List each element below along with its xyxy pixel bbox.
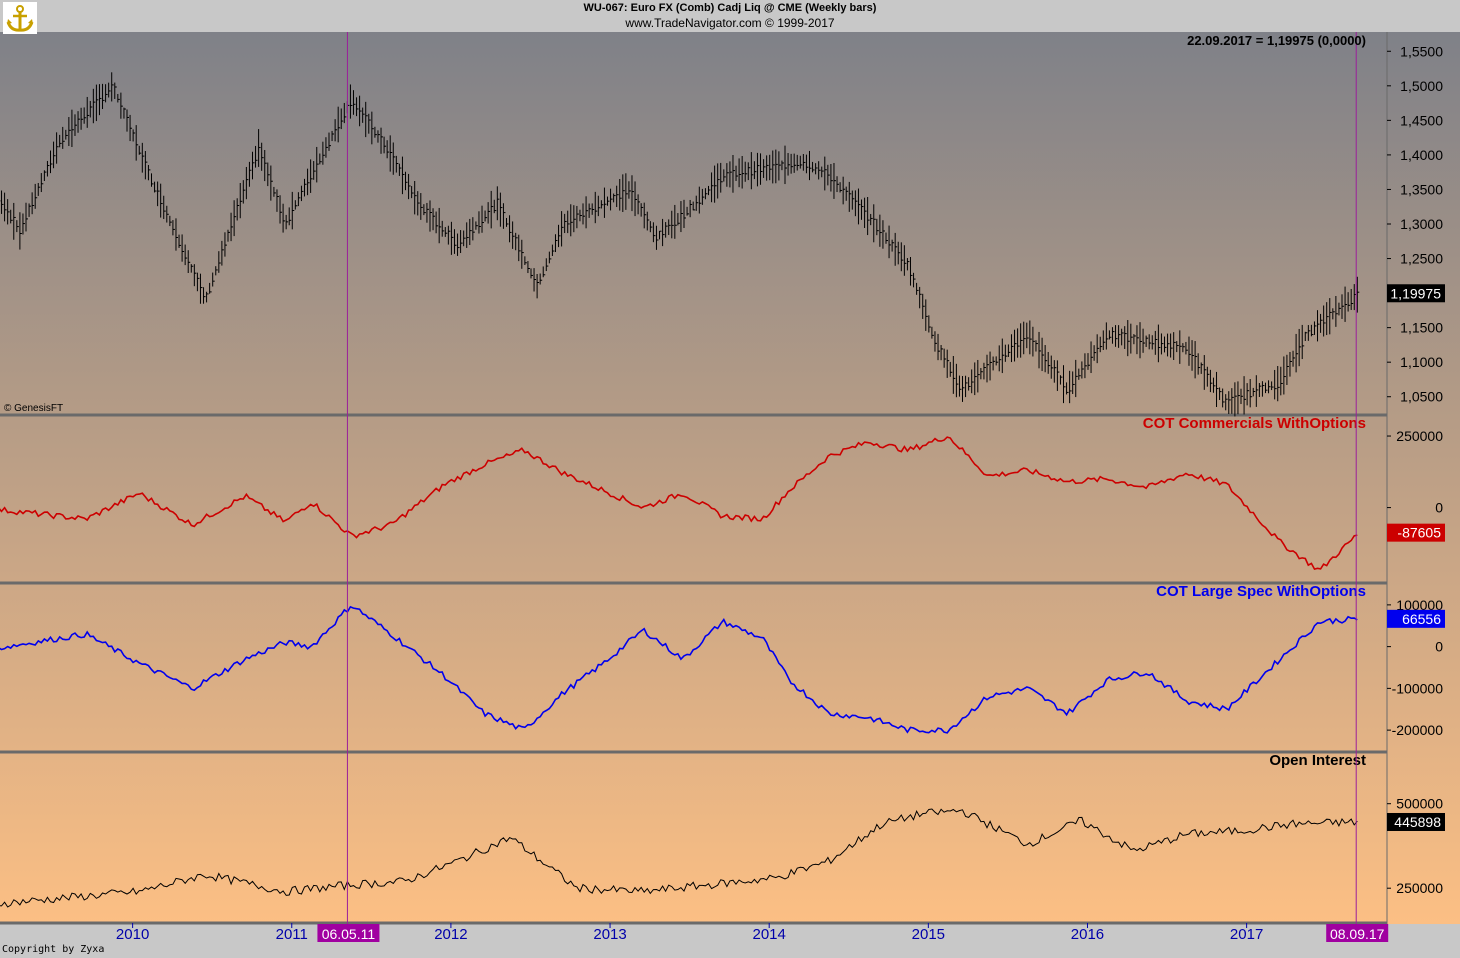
x-axis: 2010 2011 2012 2013 2014 2015 2016 2017 <box>116 923 1263 943</box>
price-last-value-tag <box>1387 284 1445 303</box>
price-panel: 1,5500 1,5000 1,4500 1,4000 1,3500 1,3000 1,25… <box>0 43 1445 417</box>
genesis-credit: © GenesisFT <box>4 403 63 414</box>
price-ytick-label: 1,5000 <box>1400 78 1443 94</box>
price-ytick-label: 1,0500 <box>1400 389 1443 405</box>
year-label: 2011 <box>276 926 308 943</box>
price-ytick-label: 1,1000 <box>1400 354 1443 370</box>
commercials-last-value: -87605 <box>1397 525 1441 541</box>
anchor-logo-icon <box>3 2 37 34</box>
commercials-ytick-label: 250000 <box>1396 428 1443 444</box>
year-label: 2015 <box>912 926 945 943</box>
price-ytick-label: 1,2500 <box>1400 251 1443 267</box>
price-ytick-label: 1,4000 <box>1400 147 1443 163</box>
open-interest-panel: Open Interest 500000 250000 445898 <box>0 752 1445 908</box>
large-spec-series-line <box>0 605 1358 734</box>
open-interest-ytick-label: 250000 <box>1396 880 1443 896</box>
year-label: 2013 <box>593 926 626 943</box>
panel-separators <box>0 32 1388 925</box>
year-label: 2012 <box>434 926 467 943</box>
copyright-text: Copyright by Zyxa <box>2 944 105 955</box>
large-spec-series-title: COT Large Spec WithOptions <box>1156 583 1366 600</box>
large-spec-ytick-label: -100000 <box>1392 680 1444 696</box>
commercials-ytick-label: 0 <box>1435 500 1443 516</box>
open-interest-last-value-tag <box>1387 812 1445 831</box>
commercials-panel: COT Commercials WithOptions 250000 0 -87605 <box>0 415 1445 571</box>
year-label: 2014 <box>753 926 786 943</box>
price-ytick-label: 1,3000 <box>1400 216 1443 232</box>
marker-right-label: 08.09.17 <box>1330 926 1385 942</box>
price-readout: 22.09.2017 = 1,19975 (0,0000) <box>1187 33 1366 48</box>
price-last-value: 1,19975 <box>1390 285 1441 301</box>
plot-background <box>0 32 1387 924</box>
open-interest-series-line <box>0 808 1358 908</box>
price-ytick-label: 1,5500 <box>1400 43 1443 59</box>
year-label: 2010 <box>116 926 149 943</box>
open-interest-last-value: 445898 <box>1394 814 1441 830</box>
price-ytick-label: 1,4500 <box>1400 112 1443 128</box>
commercials-last-value-tag <box>1387 523 1445 542</box>
axis-background <box>1387 32 1460 924</box>
large-spec-ytick-label: -200000 <box>1392 722 1444 738</box>
commercials-series-title: COT Commercials WithOptions <box>1143 415 1366 432</box>
open-interest-ytick-label: 500000 <box>1396 796 1443 812</box>
date-markers: 06.05.11 08.09.17 <box>317 32 1389 942</box>
large-spec-last-value-tag <box>1387 609 1445 628</box>
large-spec-ytick-label: 0 <box>1435 639 1443 655</box>
large-spec-ytick-label: 100000 <box>1396 597 1443 613</box>
chart-title: WU-067: Euro FX (Comb) Cadj Liq @ CME (W… <box>583 2 877 14</box>
commercials-series-line <box>0 436 1358 571</box>
marker-left-label-bg <box>317 924 380 942</box>
price-ytick-label: 1,3500 <box>1400 181 1443 197</box>
chart-source: www.TradeNavigator.com © 1999-2017 <box>625 16 835 30</box>
marker-right-label-bg <box>1326 924 1389 942</box>
large-spec-panel: COT Large Spec WithOptions 100000 0 -100000… <box>0 583 1445 738</box>
year-label: 2016 <box>1071 926 1104 943</box>
price-ytick-label: 1,1500 <box>1400 320 1443 336</box>
open-interest-series-title: Open Interest <box>1269 752 1366 769</box>
year-label: 2017 <box>1230 926 1263 943</box>
marker-left-label: 06.05.11 <box>322 926 376 942</box>
large-spec-last-value: 66556 <box>1402 611 1441 627</box>
